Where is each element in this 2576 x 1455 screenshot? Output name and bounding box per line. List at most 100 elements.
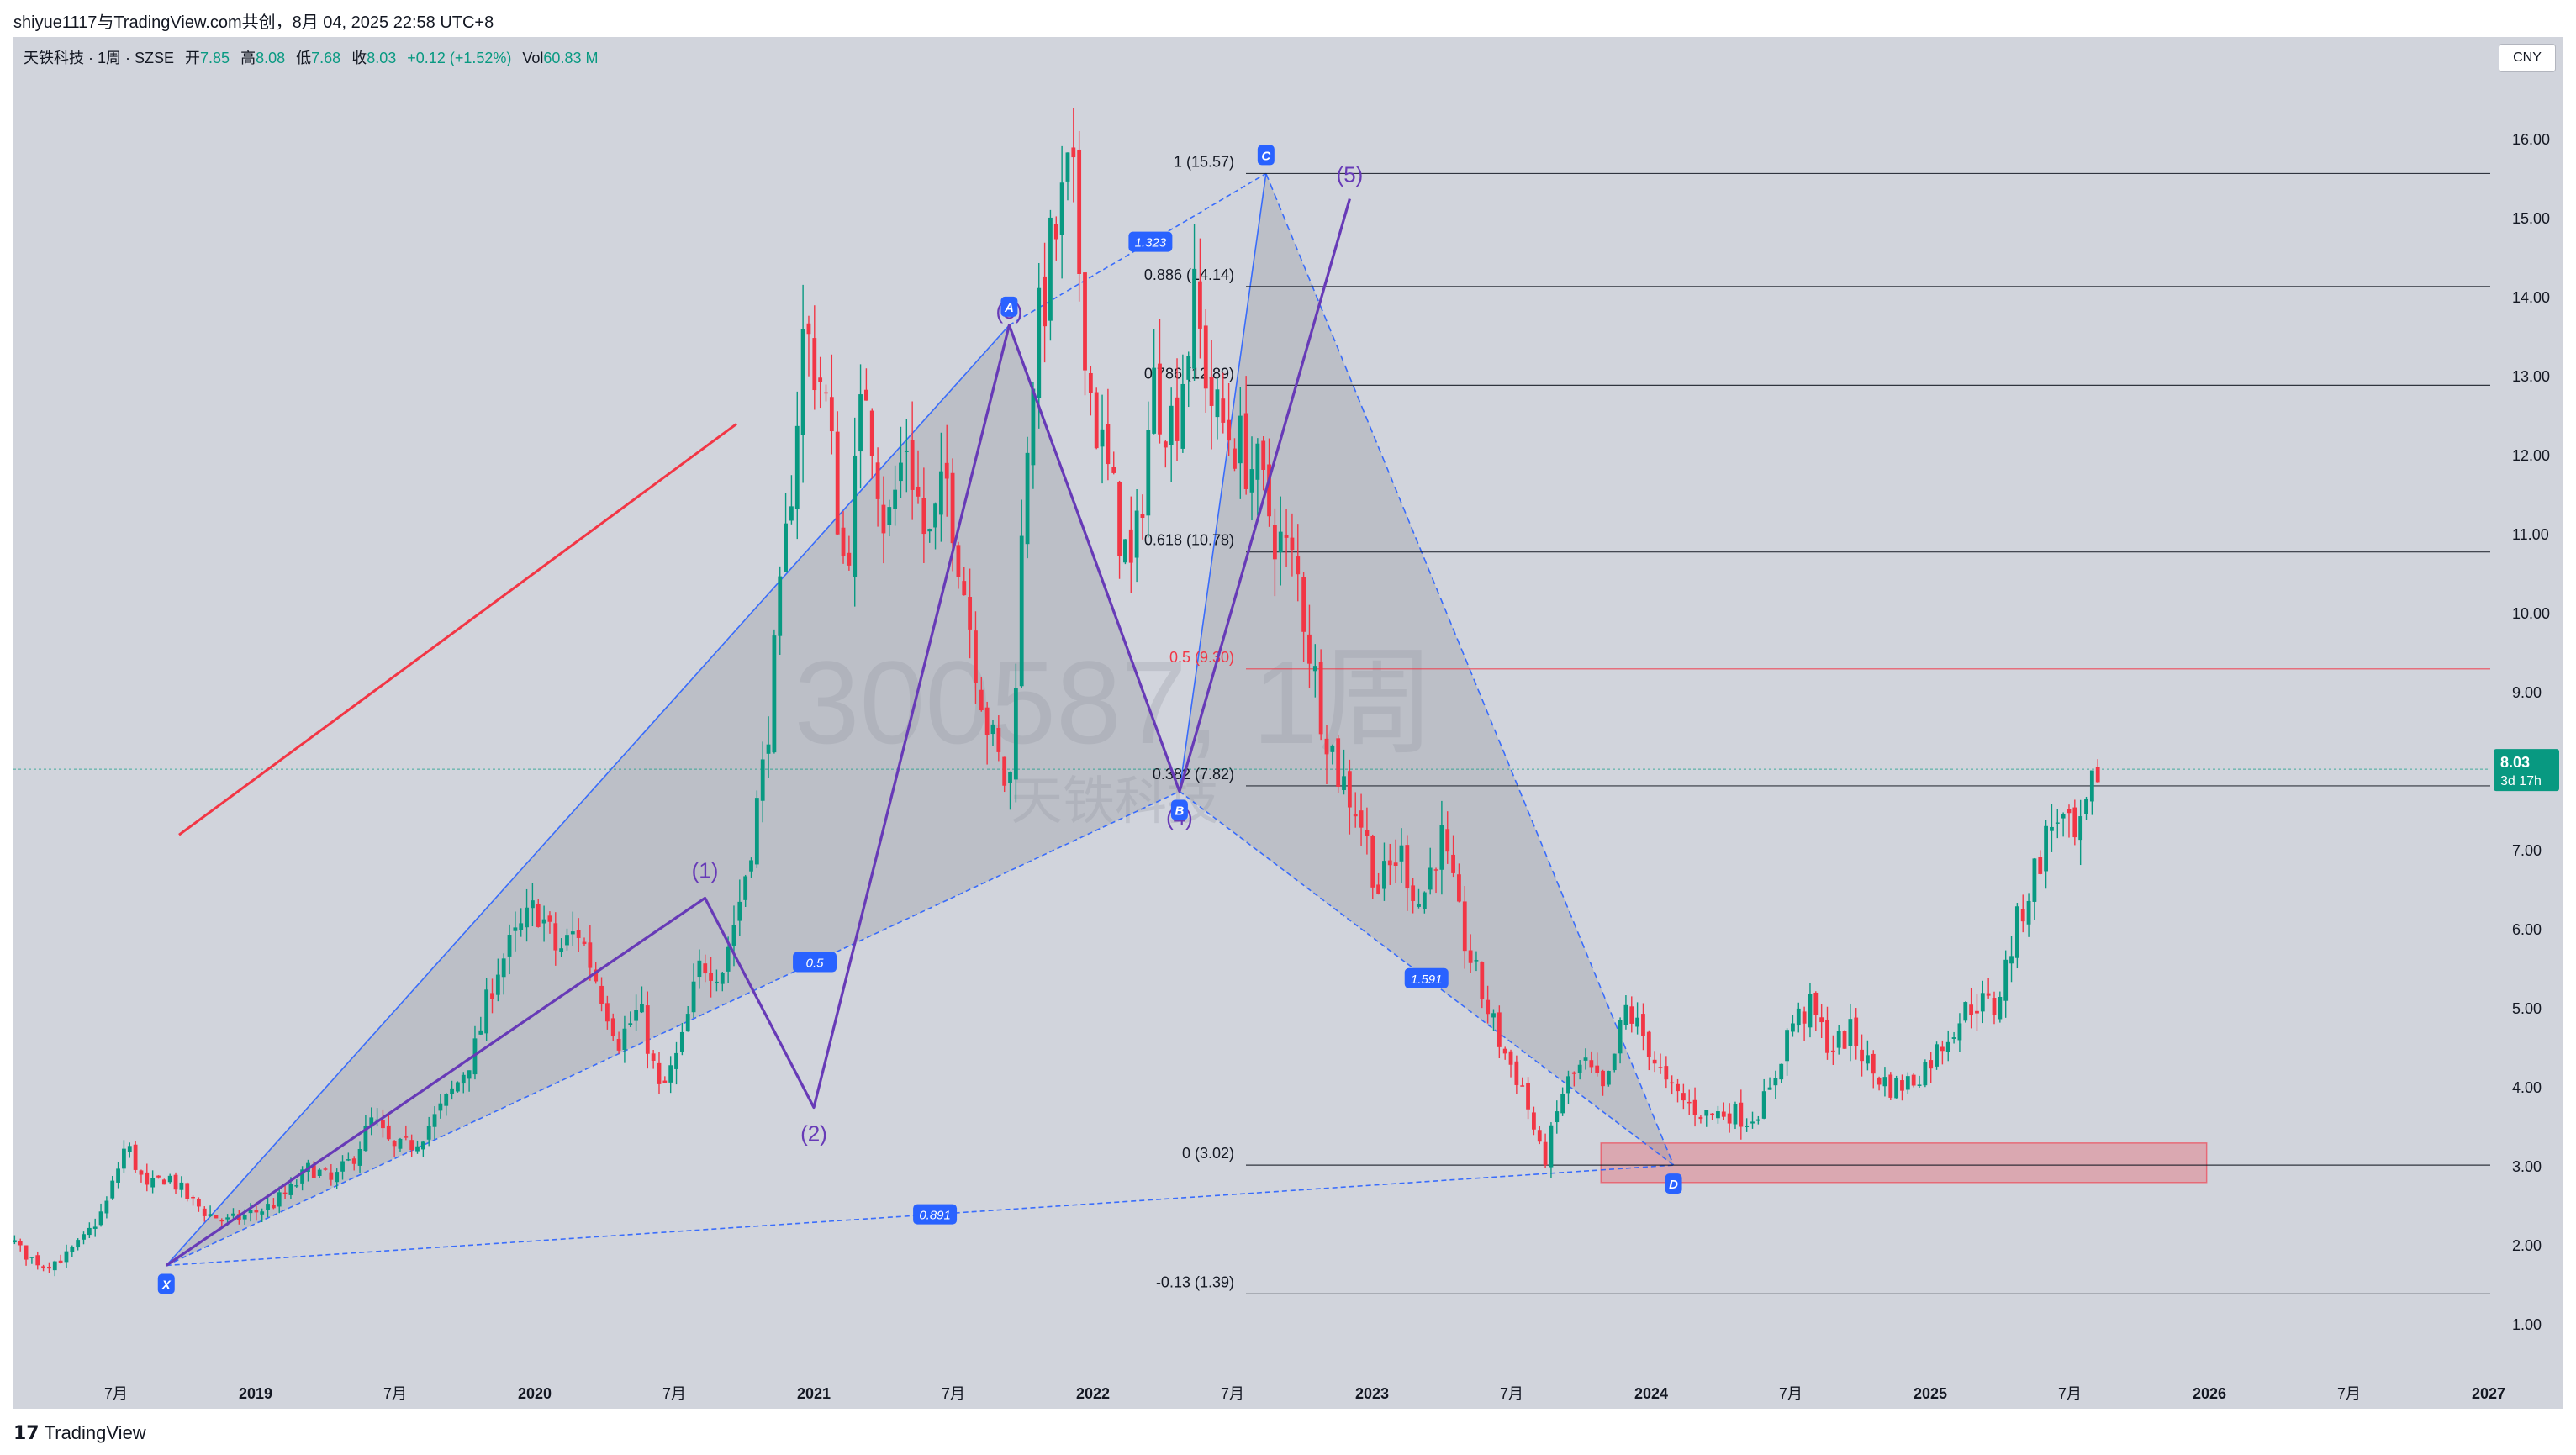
candle-body — [760, 759, 765, 801]
candle-body — [962, 581, 967, 596]
pattern-diag-ac — [1008, 172, 1267, 326]
point-label: B — [1175, 804, 1184, 819]
candle-body — [1796, 1008, 1801, 1026]
x-tick-label: 2027 — [2472, 1385, 2505, 1402]
candle-body — [13, 1240, 17, 1243]
candle-body — [398, 1138, 403, 1149]
wave-label: (2) — [800, 1121, 827, 1147]
candle-body — [1457, 874, 1461, 902]
candle-body — [1192, 268, 1196, 369]
candle-body — [381, 1120, 385, 1129]
candle-body — [1998, 996, 2003, 1020]
candle-body — [2050, 826, 2054, 831]
candle-body — [1532, 1112, 1536, 1130]
candle-body — [668, 1065, 673, 1083]
candle-body — [553, 923, 558, 951]
x-tick-label: 2023 — [1355, 1385, 1389, 1402]
candle-body — [1491, 1013, 1496, 1018]
price-axis[interactable]: 1.002.003.004.005.006.007.008.009.0010.0… — [2490, 37, 2563, 1409]
candle-body — [858, 394, 863, 452]
candle-body — [1198, 281, 1202, 329]
candle-body — [167, 1175, 172, 1183]
candle-body — [1704, 1110, 1709, 1116]
price-chart[interactable]: 300587, 1周 天铁科技 1 (15.57)0.886 (14.14)0.… — [13, 37, 2563, 1409]
ratio-label: 1.591 — [1411, 973, 1443, 987]
tradingview-brand[interactable]: 𝟭𝟳 TradingView — [13, 1422, 146, 1444]
candle-body — [1342, 776, 1346, 791]
candle-body — [2026, 900, 2031, 925]
ratio-label: 0.5 — [806, 957, 825, 971]
candle-body — [869, 410, 874, 456]
fib-label: 0.886 (14.14) — [1144, 266, 1234, 283]
fib-label: -0.13 (1.39) — [1156, 1273, 1234, 1290]
candle-body — [1676, 1083, 1680, 1092]
y-tick-label: 13.00 — [2512, 368, 2550, 385]
candle-body — [1025, 452, 1030, 545]
candle-body — [1106, 424, 1111, 465]
candle-body — [829, 397, 834, 432]
trend-line[interactable] — [178, 423, 737, 836]
candle-body — [1652, 1059, 1657, 1064]
bottom-bar: 𝟭𝟳 TradingView — [0, 1409, 2576, 1455]
point-badge — [1257, 145, 1275, 166]
candle-body — [1180, 383, 1185, 449]
candle-body — [1249, 469, 1254, 493]
legend-high-label: 高 — [240, 50, 256, 66]
y-tick-label: 15.00 — [2512, 210, 2550, 227]
y-tick-label: 5.00 — [2512, 1000, 2542, 1017]
candle-body — [139, 1170, 144, 1175]
candle-body — [47, 1266, 51, 1269]
candle-body — [749, 860, 753, 872]
candle-body — [1773, 1078, 1778, 1086]
candle-body — [392, 1141, 397, 1147]
legend-vol-label: Vol — [522, 50, 544, 66]
pattern-diag-xb — [166, 790, 1180, 1267]
candle-body — [490, 993, 494, 999]
candle-body — [156, 1175, 161, 1178]
time-axis[interactable]: 7月 2019 7月 2020 7月 2021 7月 2022 7月 2023 7月 2024 7月 20… — [104, 1385, 2505, 1402]
elliott-wave[interactable]: (1)(2)(3)(4)(5) — [165, 162, 1364, 1267]
candle-body — [640, 1004, 644, 1013]
candle-body — [731, 925, 736, 946]
candle-body — [674, 1052, 678, 1069]
x-tick-label: 2026 — [2193, 1385, 2226, 1402]
candle-body — [944, 462, 949, 479]
candle-body — [214, 1215, 219, 1219]
candle-body — [2055, 822, 2060, 824]
candle-body — [697, 960, 702, 978]
y-tick-label: 9.00 — [2512, 684, 2542, 701]
candle-body — [70, 1247, 75, 1252]
candle-body — [772, 635, 777, 753]
point-label: C — [1261, 149, 1271, 163]
candle-body — [899, 462, 903, 482]
point-label: A — [1004, 301, 1014, 315]
candle-body — [335, 1172, 340, 1183]
harmonic-pattern[interactable] — [166, 172, 1675, 1267]
symbol-legend[interactable]: 天铁科技 · 1周 · SZSE 开7.85 高8.08 低7.68 收8.03… — [24, 46, 598, 68]
candle-body — [1203, 325, 1208, 389]
y-tick-label: 7.00 — [2512, 842, 2542, 859]
candle-body — [507, 935, 512, 957]
candle-body — [1791, 1023, 1795, 1032]
candle-body — [1359, 810, 1364, 828]
candle-body — [847, 552, 852, 566]
point-badge — [1000, 296, 1018, 317]
candle-body — [1336, 738, 1341, 787]
candle-body — [1646, 1031, 1651, 1057]
fib-retracement[interactable]: 1 (15.57)0.886 (14.14)0.786 (12.89)0.618… — [13, 153, 2490, 1294]
candle-body — [1227, 419, 1232, 441]
candle-body — [444, 1094, 449, 1106]
candle-body — [2038, 857, 2043, 874]
candle-body — [1382, 861, 1386, 889]
currency-button[interactable]: CNY — [2499, 44, 2556, 72]
candle-body — [990, 724, 995, 735]
candle-body — [1687, 1101, 1692, 1104]
candle-body — [1474, 960, 1479, 962]
candle-body — [179, 1182, 184, 1190]
chart-area[interactable]: 300587, 1周 天铁科技 1 (15.57) 0.886 (14.14) 0.… — [13, 37, 2563, 1409]
candle-body — [1158, 363, 1162, 435]
candle-body — [1802, 1011, 1807, 1024]
candle-body — [1365, 830, 1370, 836]
candle-body — [1186, 356, 1191, 380]
candle-body — [594, 969, 599, 982]
